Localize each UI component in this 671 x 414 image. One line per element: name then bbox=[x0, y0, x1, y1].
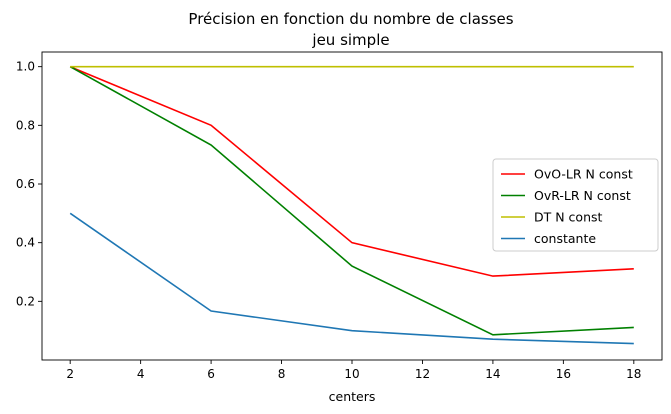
x-tick-label: 16 bbox=[556, 367, 571, 381]
axis-ticks: 2 4 6 8 10 12 14 16 18 0.2 0.4 0.6 0.8 1.0 bbox=[16, 60, 642, 381]
chart-title: Précision en fonction du nombre de class… bbox=[188, 10, 513, 28]
legend-label: OvR-LR N const bbox=[534, 188, 631, 203]
x-tick-label: 6 bbox=[207, 367, 215, 381]
series-line-1 bbox=[69, 66, 634, 336]
x-tick-label: 8 bbox=[278, 367, 286, 381]
legend-box bbox=[492, 158, 659, 252]
y-tick-label: 0.6 bbox=[16, 177, 35, 191]
y-tick-label: 0.2 bbox=[16, 294, 35, 308]
legend: OvO-LR N const OvR-LR N const DT N const co… bbox=[492, 158, 659, 252]
x-tick-label: 2 bbox=[66, 367, 74, 381]
x-tick-label: 4 bbox=[137, 367, 145, 381]
series-line-3 bbox=[69, 212, 634, 345]
chart-subtitle: jeu simple bbox=[311, 31, 389, 49]
series-line-0 bbox=[69, 65, 634, 277]
x-tick-label: 10 bbox=[344, 367, 359, 381]
legend-label: DT N const bbox=[534, 210, 603, 225]
y-tick-label: 0.8 bbox=[16, 118, 35, 132]
y-tick-label: 0.4 bbox=[16, 236, 35, 250]
x-axis-label: centers bbox=[329, 389, 376, 404]
series-lines bbox=[69, 65, 634, 345]
legend-label: constante bbox=[534, 231, 596, 246]
x-tick-label: 18 bbox=[626, 367, 641, 381]
x-tick-label: 12 bbox=[415, 367, 430, 381]
y-tick-label: 1.0 bbox=[16, 60, 35, 74]
legend-label: OvO-LR N const bbox=[534, 167, 633, 182]
x-tick-label: 14 bbox=[485, 367, 500, 381]
